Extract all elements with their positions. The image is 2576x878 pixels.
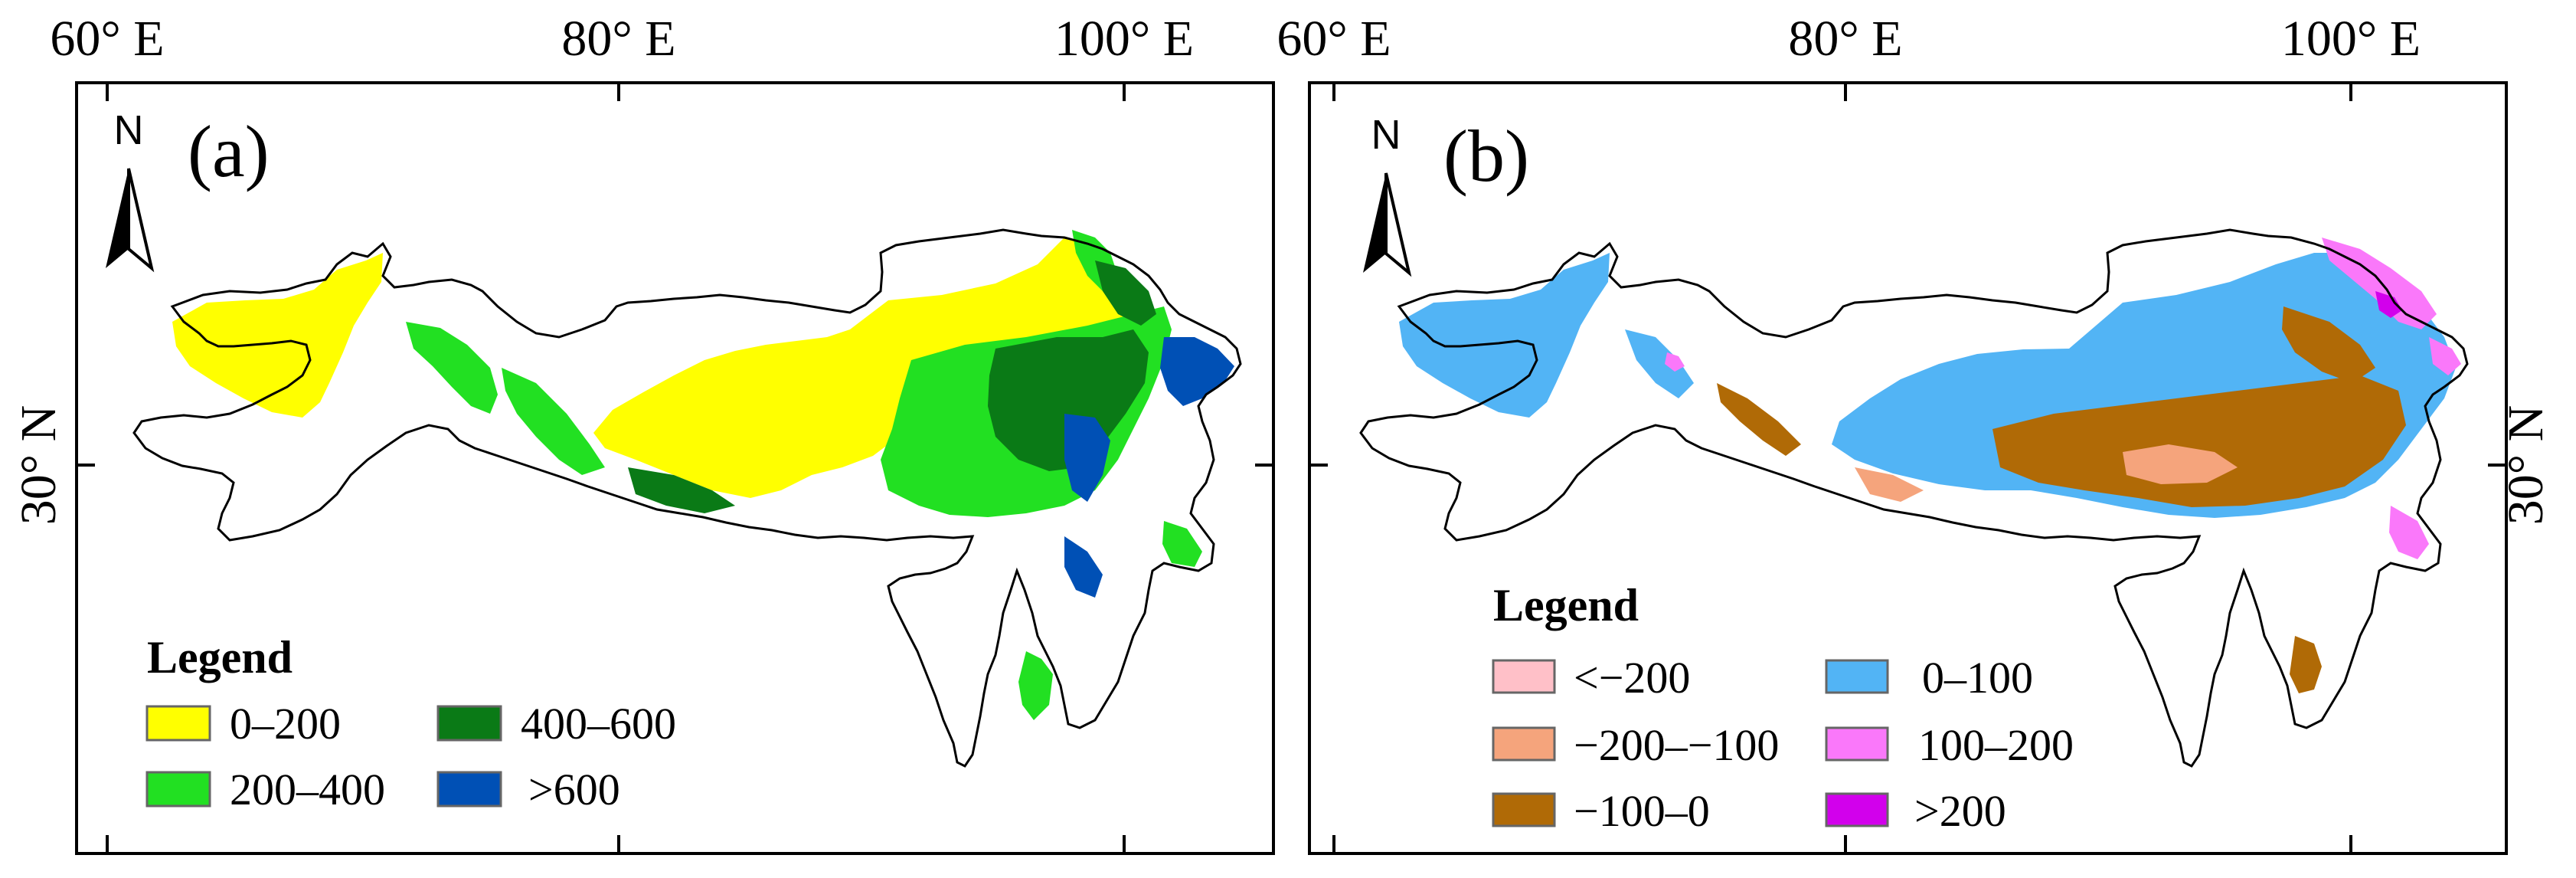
- legend: Legend 0–200 200–400 400–600 >600: [145, 632, 676, 814]
- legend-item-label: 200–400: [230, 765, 385, 814]
- lat-label-30n: 30° N: [2498, 405, 2554, 526]
- legend-item: <−200: [1492, 653, 1690, 703]
- legend-item: 0–200: [145, 699, 341, 749]
- legend-swatch: [1492, 659, 1556, 694]
- legend-item: 400–600: [436, 699, 676, 749]
- lat-label-30n: 30° N: [11, 405, 67, 526]
- panel-label: (a): [188, 110, 270, 192]
- legend-item-label: −100–0: [1574, 786, 1710, 836]
- legend-swatch: [436, 705, 502, 742]
- legend-item: 0–100: [1825, 653, 2033, 703]
- legend-swatch: [1825, 726, 1889, 762]
- north-arrow: N: [1362, 112, 1411, 274]
- legend-item: 200–400: [145, 765, 385, 814]
- panel-label: (b): [1443, 115, 1529, 197]
- legend-item-label: >600: [528, 765, 620, 814]
- top-tick-label-100e: 100° E: [2281, 11, 2421, 67]
- legend: Legend <−200 −200–−100 −100–0 0–100 100–…: [1492, 580, 2074, 836]
- north-label: N: [1371, 112, 1401, 158]
- panel-a: 60° E 80° E 100° E 30° N (a) N Legend 0–…: [11, 11, 1275, 855]
- legend-swatch: [1825, 792, 1889, 827]
- legend-item: >600: [436, 765, 620, 814]
- legend-swatch: [1492, 726, 1556, 762]
- legend-swatch: [145, 705, 211, 742]
- legend-item-label: 100–200: [1918, 720, 2074, 770]
- legend-item-label: −200–−100: [1574, 720, 1779, 770]
- top-tick-label-80e: 80° E: [1788, 11, 1902, 67]
- legend-title: Legend: [1493, 580, 1639, 631]
- legend-item: 100–200: [1825, 720, 2074, 770]
- top-tick-label-60e: 60° E: [1277, 11, 1391, 67]
- legend-item-label: <−200: [1574, 653, 1690, 703]
- legend-item: −100–0: [1492, 786, 1710, 836]
- top-tick-label-60e: 60° E: [50, 11, 164, 67]
- top-tick-label-80e: 80° E: [561, 11, 675, 67]
- legend-item-label: 0–100: [1922, 653, 2033, 703]
- legend-item-label: 0–200: [230, 699, 341, 749]
- legend-item: >200: [1825, 786, 2006, 836]
- legend-swatch: [1825, 659, 1889, 694]
- legend-swatch: [145, 771, 211, 808]
- legend-swatch: [1492, 792, 1556, 827]
- panel-b: 60° E 80° E 100° E 30° N (b) N Legend <−…: [1277, 11, 2554, 855]
- north-label: N: [114, 107, 144, 153]
- north-arrow: N: [104, 107, 153, 270]
- legend-swatch: [436, 771, 502, 808]
- top-tick-label-100e: 100° E: [1054, 11, 1194, 67]
- legend-item-label: >200: [1914, 786, 2006, 836]
- legend-item: −200–−100: [1492, 720, 1779, 770]
- legend-title: Legend: [147, 632, 293, 683]
- legend-item-label: 400–600: [521, 699, 676, 749]
